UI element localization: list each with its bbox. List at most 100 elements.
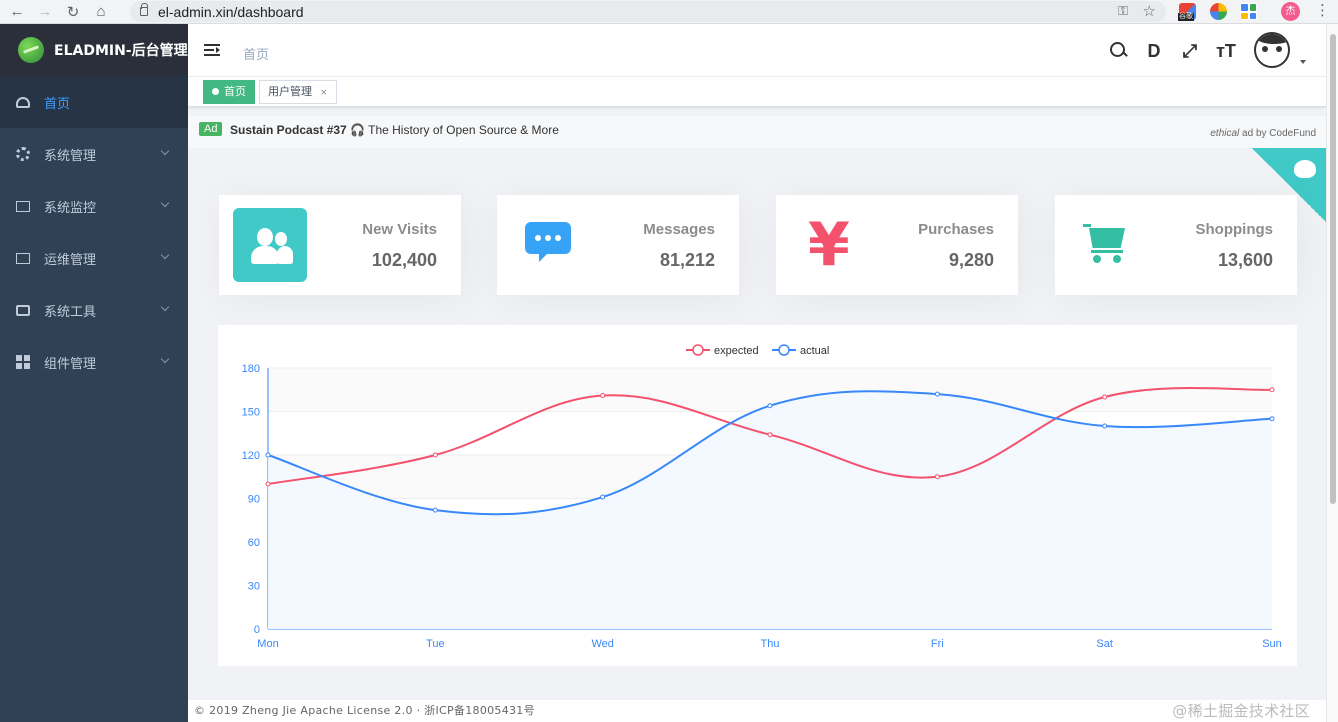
line-chart: 0 30 60 90 120 150 180 Mon Tue Wed Thu Fri Sat Sun exp…: [242, 344, 1282, 650]
yen-icon: ¥: [808, 210, 850, 280]
document-icon[interactable]: D: [1147, 41, 1161, 61]
card-value: 81,212: [659, 250, 715, 270]
profile-avatar[interactable]: 杰: [1281, 2, 1300, 21]
chevron-down-icon: [160, 146, 170, 156]
card-messages[interactable]: Messages 81,212: [497, 195, 739, 295]
data-point: [934, 391, 940, 397]
legend-label: expected: [714, 345, 759, 357]
ad-attribution[interactable]: ethical ad by CodeFund: [1210, 128, 1316, 139]
sidebar-item-components[interactable]: 组件管理: [0, 336, 188, 388]
logo[interactable]: ELADMIN-后台管理: [0, 24, 188, 76]
close-icon[interactable]: ×: [320, 88, 328, 98]
breadcrumb[interactable]: 首页: [243, 48, 270, 63]
bookmark-star-icon[interactable]: ☆: [1142, 3, 1156, 20]
card-value: 9,280: [948, 250, 994, 270]
address-bar[interactable]: el-admin.xin/dashboard ⚿ ☆: [130, 1, 1166, 22]
caret-down-icon[interactable]: [1300, 60, 1306, 64]
toolbox-icon: [16, 304, 30, 316]
data-point: [1102, 423, 1108, 429]
active-dot-icon: [212, 88, 219, 95]
card-value: 13,600: [1217, 250, 1273, 270]
top-navbar: 首页 D ⤢ тT: [188, 24, 1326, 77]
tags-view: 首页 用户管理 ×: [188, 77, 1326, 107]
monitor-icon: [16, 252, 30, 264]
message-icon: [511, 208, 585, 282]
x-tick-label: Sun: [1262, 638, 1282, 650]
x-tick-label: Wed: [591, 638, 613, 650]
sidebar-item-home[interactable]: 首页: [0, 76, 188, 128]
x-tick-label: Sat: [1096, 638, 1113, 650]
y-tick-label: 120: [242, 450, 260, 462]
card-shoppings[interactable]: Shoppings 13,600: [1055, 195, 1297, 295]
data-point: [1269, 387, 1275, 393]
sidebar-item-label: 组件管理: [44, 356, 97, 372]
extension-icon[interactable]: [1210, 3, 1227, 20]
leaf-logo-icon: [18, 37, 44, 63]
avatar[interactable]: [1254, 32, 1290, 68]
cart-icon: [1069, 208, 1143, 282]
tag-user-management[interactable]: 用户管理 ×: [259, 80, 337, 104]
y-tick-label: 30: [248, 581, 260, 593]
back-icon[interactable]: ←: [9, 3, 25, 20]
extension-icon[interactable]: [1240, 3, 1257, 20]
watermark: @稀土掘金技术社区: [1172, 702, 1310, 720]
sidebar-item-system[interactable]: 系统管理: [0, 128, 188, 180]
sidebar-item-label: 运维管理: [44, 252, 97, 268]
y-tick-label: 90: [248, 494, 260, 506]
ad-text[interactable]: Sustain Podcast #37 🎧 The History of Ope…: [230, 123, 559, 137]
key-icon[interactable]: ⚿: [1118, 3, 1128, 18]
y-tick-label: 180: [242, 363, 260, 375]
fullscreen-icon[interactable]: ⤢: [1182, 41, 1198, 61]
grid-icon: [16, 355, 30, 369]
y-tick-label: 60: [248, 537, 260, 549]
browser-toolbar: ← → ↻ ⌂ el-admin.xin/dashboard ⚿ ☆ 谷歌 杰 …: [0, 0, 1338, 24]
lock-icon: [140, 3, 148, 16]
dashboard-icon: [16, 96, 30, 108]
font-size-icon[interactable]: тT: [1216, 41, 1236, 61]
card-purchases[interactable]: ¥ Purchases 9,280: [776, 195, 1018, 295]
search-icon[interactable]: [1108, 40, 1130, 62]
tag-home[interactable]: 首页: [203, 80, 255, 104]
card-label: Messages: [643, 221, 715, 238]
chevron-down-icon: [160, 250, 170, 260]
data-point: [600, 393, 606, 399]
card-label: New Visits: [362, 221, 437, 238]
card-label: Purchases: [918, 221, 994, 238]
hamburger-icon[interactable]: [204, 44, 220, 57]
page-scrollbar[interactable]: [1326, 24, 1338, 722]
scrollbar-thumb[interactable]: [1330, 34, 1336, 504]
card-label: Shoppings: [1195, 221, 1274, 238]
reload-icon[interactable]: ↻: [66, 3, 80, 21]
x-tick-label: Tue: [426, 638, 445, 650]
extension-icon[interactable]: 谷歌: [1178, 3, 1196, 21]
data-point: [1102, 394, 1108, 400]
data-point: [265, 481, 271, 487]
data-point: [1269, 416, 1275, 422]
chevron-down-icon: [160, 354, 170, 364]
legend-marker: [692, 344, 704, 356]
card-new-visits[interactable]: New Visits 102,400: [219, 195, 461, 295]
legend-marker: [778, 344, 790, 356]
data-point: [265, 452, 271, 458]
x-tick-label: Fri: [931, 638, 944, 650]
forward-icon[interactable]: →: [37, 3, 53, 20]
home-icon[interactable]: ⌂: [96, 3, 106, 20]
sidebar-item-ops[interactable]: 运维管理: [0, 232, 188, 284]
card-value: 102,400: [371, 250, 437, 270]
data-point: [767, 403, 773, 409]
sidebar-item-tools[interactable]: 系统工具: [0, 284, 188, 336]
sidebar-item-label: 系统工具: [44, 304, 97, 320]
chevron-down-icon: [160, 198, 170, 208]
sidebar-item-monitor[interactable]: 系统监控: [0, 180, 188, 232]
ad-badge: Ad: [199, 122, 223, 136]
monitor-icon: [16, 200, 30, 212]
more-menu-icon[interactable]: ⋮: [1315, 2, 1330, 19]
ad-banner[interactable]: Ad Sustain Podcast #37 🎧 The History of …: [188, 116, 1326, 148]
y-tick-label: 150: [242, 407, 260, 419]
sidebar: ELADMIN-后台管理 首页 系统管理 系统监控 运维管理 系统工具 组件管理: [0, 24, 188, 722]
y-tick-label: 0: [254, 624, 260, 636]
data-point: [934, 474, 940, 480]
chevron-down-icon: [160, 302, 170, 312]
data-point: [432, 507, 438, 513]
line-chart-panel: 0 30 60 90 120 150 180 Mon Tue Wed Thu Fri Sat Sun exp…: [218, 325, 1297, 666]
